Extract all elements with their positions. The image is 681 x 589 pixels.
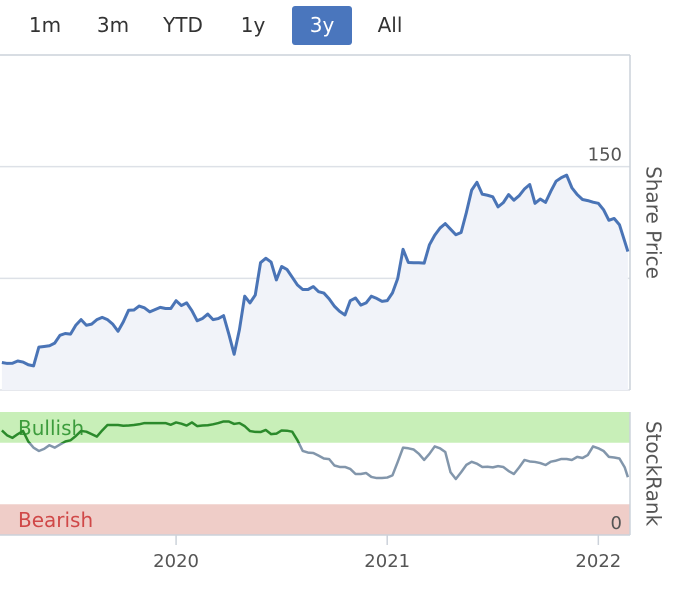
range-button[interactable]: 3y	[292, 6, 352, 45]
range-button[interactable]: 3m	[96, 13, 130, 37]
range-button[interactable]: All	[377, 13, 403, 37]
axis-label: Share Price	[642, 166, 666, 279]
x-tick-label: 2020	[153, 551, 199, 572]
band	[0, 412, 630, 443]
range-button[interactable]: 1y	[240, 13, 266, 37]
line	[1, 420, 630, 481]
y-tick-label: 0	[611, 513, 622, 534]
range-button[interactable]: YTD	[163, 13, 203, 37]
band-label: Bearish	[18, 508, 93, 532]
axis-label: StockRank	[642, 421, 666, 527]
x-tick-label: 2022	[575, 551, 621, 572]
band-label: Bullish	[18, 416, 84, 440]
range-button[interactable]: 1m	[28, 13, 62, 37]
x-tick-label: 2021	[364, 551, 410, 572]
y-tick-label: 150	[588, 145, 622, 166]
line	[1, 173, 630, 368]
band	[0, 504, 630, 535]
area	[1, 175, 628, 390]
